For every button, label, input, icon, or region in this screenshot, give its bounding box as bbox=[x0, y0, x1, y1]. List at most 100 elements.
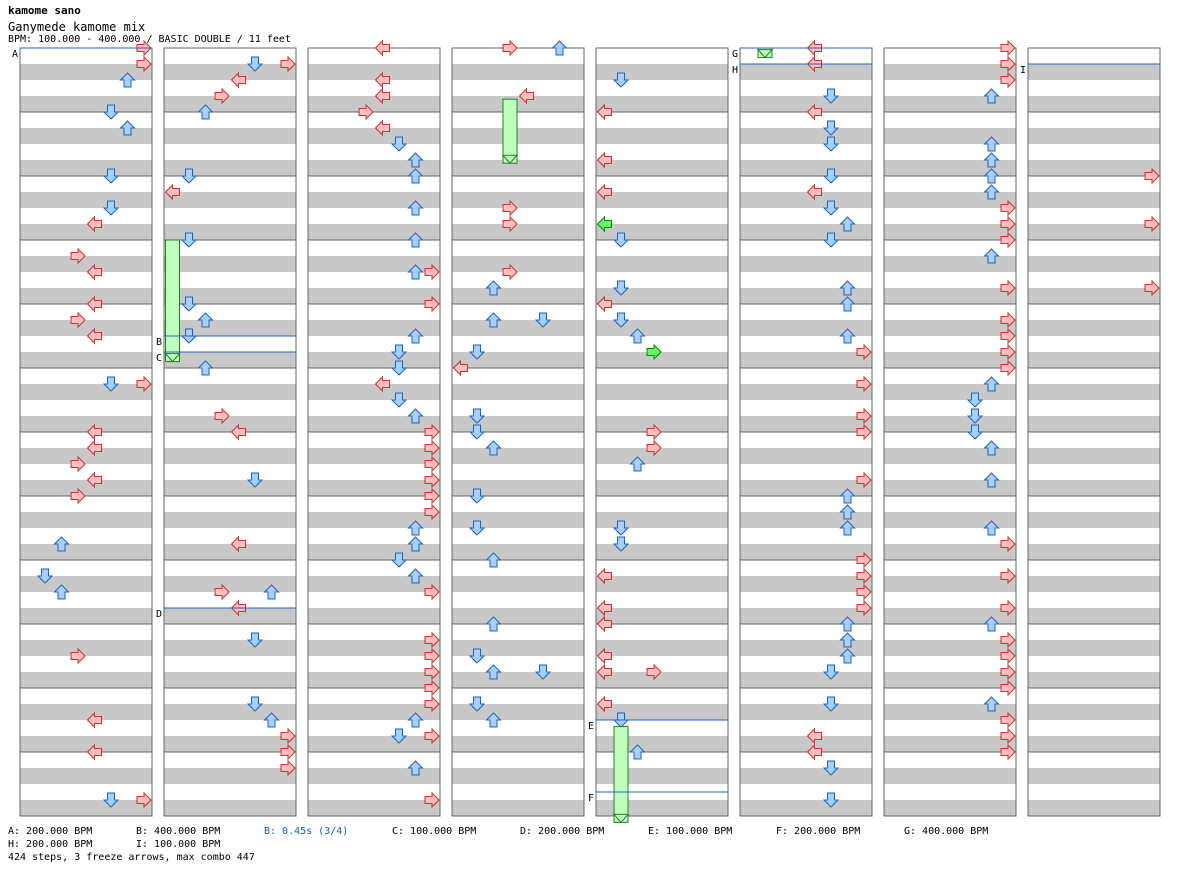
step-arrow bbox=[646, 439, 662, 457]
beat-stripe bbox=[308, 64, 440, 80]
beat-stripe bbox=[740, 352, 872, 368]
chart-column bbox=[739, 47, 873, 817]
step-arrow bbox=[502, 199, 518, 217]
beat-stripe bbox=[1028, 192, 1160, 208]
beat-stripe bbox=[308, 480, 440, 496]
chart-column bbox=[883, 47, 1017, 817]
beat-stripe bbox=[452, 544, 584, 560]
marker-layer: A BC D E F GH I bbox=[12, 47, 1160, 804]
beat-stripe bbox=[596, 512, 728, 528]
step-arrow bbox=[839, 296, 856, 312]
step-arrow bbox=[230, 535, 246, 553]
step-arrow bbox=[70, 647, 86, 665]
column-border bbox=[451, 47, 585, 817]
beat-stripe bbox=[20, 544, 152, 560]
beat-stripe bbox=[164, 384, 296, 400]
beat-stripe bbox=[740, 736, 872, 752]
step-arrow bbox=[86, 263, 102, 281]
step-arrow bbox=[102, 792, 120, 808]
beat-stripe bbox=[20, 640, 152, 656]
beat-stripe bbox=[884, 416, 1016, 432]
beat-stripe bbox=[452, 352, 584, 368]
step-arrow bbox=[822, 760, 840, 776]
step-arrow bbox=[502, 215, 518, 233]
step-arrow bbox=[1000, 567, 1016, 585]
step-arrow bbox=[424, 487, 440, 505]
step-arrow bbox=[983, 440, 1000, 456]
beat-stripe bbox=[596, 128, 728, 144]
step-arrow bbox=[839, 504, 856, 520]
legend-entry: H: 200.000 BPM bbox=[8, 839, 93, 850]
step-arrow bbox=[424, 295, 440, 313]
step-arrow bbox=[468, 696, 486, 712]
step-arrow bbox=[1000, 711, 1016, 729]
beat-stripe bbox=[884, 704, 1016, 720]
step-arrow bbox=[424, 583, 440, 601]
beat-stripe bbox=[596, 736, 728, 752]
beat-stripe bbox=[1028, 256, 1160, 272]
step-arrow bbox=[822, 200, 840, 216]
bpm-marker-label: F bbox=[588, 793, 594, 804]
beat-stripe bbox=[20, 704, 152, 720]
legend-entry: B: 400.000 BPM bbox=[136, 826, 221, 837]
beat-stripe bbox=[884, 224, 1016, 240]
step-arrow bbox=[53, 536, 70, 552]
beat-stripe bbox=[740, 576, 872, 592]
step-arrow bbox=[485, 552, 502, 568]
step-arrow bbox=[424, 631, 440, 649]
step-arrow bbox=[822, 696, 840, 712]
chart-column bbox=[595, 47, 729, 817]
step-arrow bbox=[180, 296, 198, 312]
step-arrow bbox=[839, 216, 856, 232]
step-arrow bbox=[407, 536, 424, 552]
step-arrow bbox=[822, 664, 840, 680]
beat-stripe bbox=[452, 96, 584, 112]
step-arrow bbox=[102, 168, 120, 184]
beat-stripe bbox=[20, 448, 152, 464]
step-arrow bbox=[1000, 599, 1016, 617]
freeze-layer bbox=[164, 47, 774, 824]
beat-stripe bbox=[20, 480, 152, 496]
step-arrow bbox=[646, 423, 662, 441]
beat-stripe bbox=[740, 416, 872, 432]
bpm-marker-label: D bbox=[156, 609, 162, 620]
step-arrow bbox=[983, 88, 1000, 104]
beat-stripe bbox=[164, 768, 296, 784]
step-arrow bbox=[86, 215, 102, 233]
step-arrow bbox=[983, 376, 1000, 392]
beat-stripe bbox=[308, 544, 440, 560]
beat-stripe bbox=[452, 576, 584, 592]
beat-stripe bbox=[1028, 544, 1160, 560]
beat-stripe bbox=[1028, 640, 1160, 656]
beat-stripe bbox=[452, 672, 584, 688]
step-arrow bbox=[983, 248, 1000, 264]
beat-stripe bbox=[884, 352, 1016, 368]
beat-stripe bbox=[596, 288, 728, 304]
beat-stripe bbox=[20, 416, 152, 432]
beat-stripe bbox=[164, 800, 296, 816]
beat-stripe bbox=[596, 448, 728, 464]
beat-stripe bbox=[452, 384, 584, 400]
legend-entry: I: 100.000 BPM bbox=[136, 839, 221, 850]
step-arrow bbox=[1000, 631, 1016, 649]
step-arrow bbox=[806, 103, 822, 121]
beat-stripe bbox=[308, 352, 440, 368]
beat-stripe bbox=[596, 704, 728, 720]
beat-stripe bbox=[596, 224, 728, 240]
bpm-marker-label: B bbox=[156, 337, 162, 348]
beat-stripe bbox=[740, 256, 872, 272]
beat-stripe bbox=[1028, 672, 1160, 688]
column-border bbox=[163, 47, 297, 817]
step-arrow bbox=[424, 647, 440, 665]
step-arrow bbox=[468, 488, 486, 504]
step-arrow bbox=[485, 664, 502, 680]
step-arrow bbox=[966, 424, 984, 440]
chart-column bbox=[1027, 47, 1161, 817]
beat-stripe bbox=[1028, 64, 1160, 80]
beat-stripe bbox=[740, 192, 872, 208]
beat-stripe bbox=[884, 544, 1016, 560]
step-arrow bbox=[596, 615, 612, 633]
beat-stripe bbox=[308, 576, 440, 592]
step-arrow bbox=[280, 55, 296, 73]
beat-stripe bbox=[452, 160, 584, 176]
